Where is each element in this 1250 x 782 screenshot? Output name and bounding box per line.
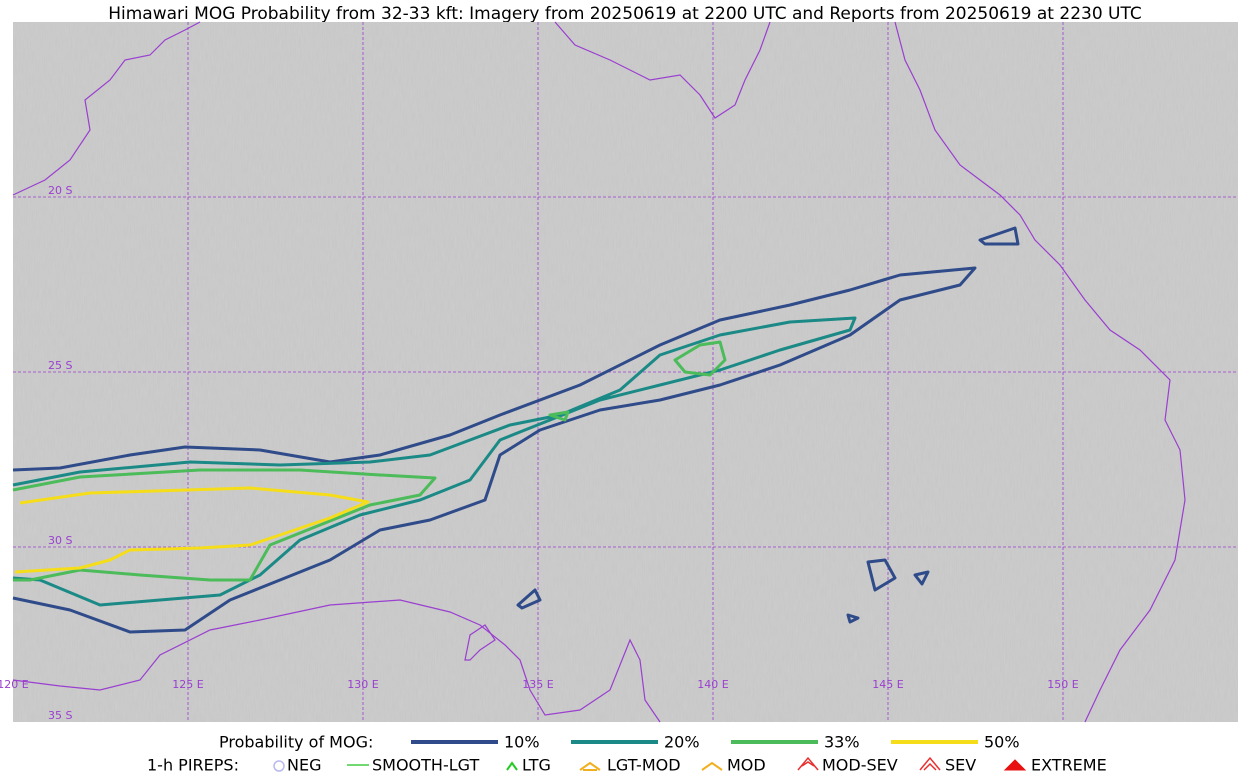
- legend-label: LTG: [522, 756, 551, 775]
- legend-label: SEV: [945, 756, 976, 775]
- legend-title: 1-h PIREPS:: [147, 756, 239, 775]
- longitude-label: 135 E: [522, 678, 553, 691]
- legend-label: 10%: [504, 733, 540, 752]
- pirep-icon: [579, 761, 601, 771]
- longitude-label: 150 E: [1047, 678, 1078, 691]
- coastline: [12, 21, 201, 196]
- probability-contours: [12, 226, 1020, 634]
- title: Himawari MOG Probability from 32-33 kft:…: [108, 4, 1142, 24]
- pirep-icon: [273, 760, 285, 772]
- contour-50: [14, 486, 370, 574]
- longitude-label: 125 E: [172, 678, 203, 691]
- pirep-icon: [1003, 759, 1027, 771]
- contour-10: [12, 266, 977, 634]
- pirep-icon: [701, 761, 723, 771]
- legend-label: SMOOTH-LGT: [372, 756, 479, 775]
- coastline: [12, 599, 661, 723]
- pirep-icon: [919, 756, 941, 771]
- pirep-icon: [797, 756, 819, 771]
- coastline: [894, 21, 1186, 723]
- latitude-label: 25 S: [48, 359, 72, 372]
- longitude-label: 130 E: [347, 678, 378, 691]
- coastline: [464, 624, 496, 661]
- legend-label: 50%: [984, 733, 1020, 752]
- contour-33: [12, 340, 727, 582]
- graticule: 120 E 125 E 130 E 135 E 140 E 145 E 150 E20 S2…: [0, 22, 1238, 722]
- probability-legend: Probability of MOG: 10% 20% 33% 50%: [219, 733, 1020, 752]
- coastline: [554, 21, 771, 119]
- latitude-label: 35 S: [48, 709, 72, 722]
- legend-label: EXTREME: [1031, 756, 1107, 775]
- pirep-icon: [506, 761, 518, 771]
- legend-label: 33%: [824, 733, 860, 752]
- legend-label: 20%: [664, 733, 700, 752]
- contour-20: [12, 316, 857, 607]
- latitude-label: 30 S: [48, 534, 72, 547]
- pirep-legend: 1-h PIREPS: NEG SMOOTH-LGT LTG LGT-MOD MOD MOD…: [147, 756, 1107, 775]
- contour-10: [516, 226, 1020, 624]
- legend-label: MOD: [727, 756, 766, 775]
- legend-label: LGT-MOD: [607, 756, 681, 775]
- legend-label: NEG: [287, 756, 321, 775]
- legend-title: Probability of MOG:: [219, 733, 373, 752]
- legend-label: MOD-SEV: [822, 756, 898, 775]
- longitude-label: 140 E: [697, 678, 728, 691]
- longitude-label: 145 E: [872, 678, 903, 691]
- latitude-label: 20 S: [48, 184, 72, 197]
- coastlines: [12, 21, 1186, 723]
